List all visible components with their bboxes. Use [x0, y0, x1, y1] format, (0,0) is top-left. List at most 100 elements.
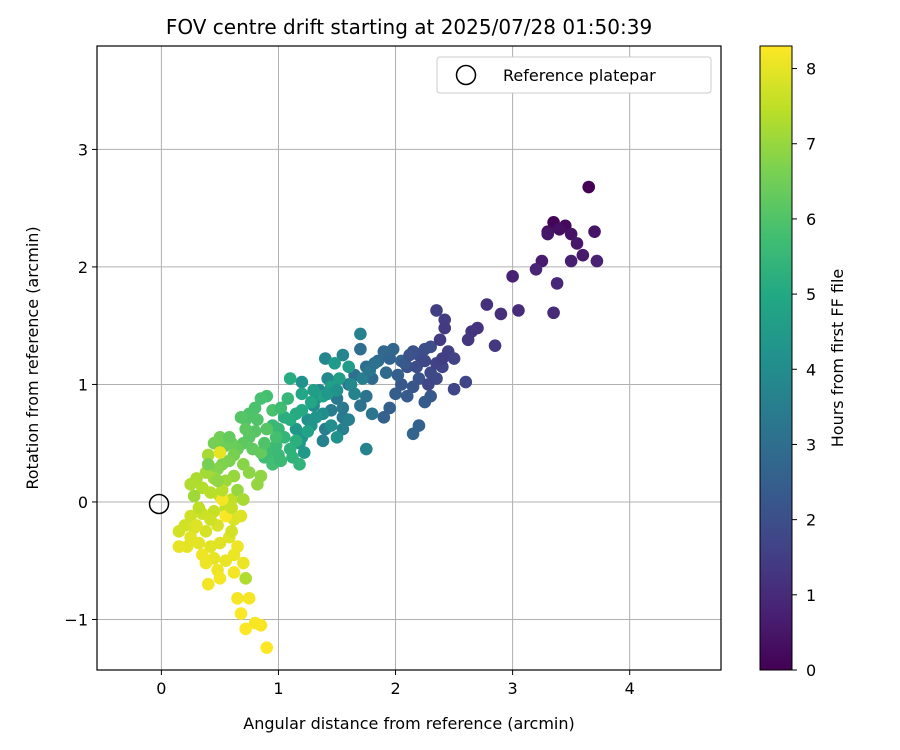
- data-point: [389, 387, 402, 401]
- data-point: [447, 352, 461, 365]
- data-point: [400, 389, 414, 403]
- data-point: [461, 333, 475, 347]
- data-point: [231, 540, 244, 553]
- data-point: [283, 372, 297, 385]
- x-tick-label: 3: [508, 679, 518, 698]
- data-point: [564, 227, 578, 241]
- data-point: [359, 389, 373, 403]
- x-tick-label: 2: [390, 679, 400, 698]
- legend: Reference platepar: [436, 56, 712, 94]
- data-point: [204, 540, 217, 553]
- colorbar: 0 1 2 3 4 5 6 7 8 Hours from first FF file: [759, 45, 847, 680]
- legend-marker: [455, 64, 477, 86]
- data-point: [336, 401, 350, 415]
- data-point: [348, 387, 361, 401]
- data-point: [239, 622, 252, 636]
- data-point: [342, 413, 356, 426]
- axis-ticks: 0 1 2 3 4 −1 0 1 2 3: [64, 140, 634, 698]
- colorbar-tick-label: 8: [806, 60, 816, 79]
- data-point: [234, 607, 248, 620]
- data-point: [418, 354, 432, 368]
- data-point: [199, 525, 213, 538]
- data-point: [354, 399, 367, 412]
- data-point: [576, 248, 590, 262]
- data-point: [289, 422, 303, 436]
- data-point: [239, 422, 252, 436]
- data-point: [215, 483, 229, 497]
- data-point: [324, 419, 338, 432]
- data-point: [447, 382, 461, 396]
- data-point: [342, 360, 356, 374]
- colorbar-tick-label: 3: [806, 435, 816, 454]
- data-point: [564, 254, 578, 268]
- data-point: [547, 306, 560, 320]
- y-axis-label: Rotation from reference (arcmin): [23, 226, 42, 489]
- data-point: [190, 519, 203, 532]
- data-point: [318, 352, 332, 365]
- data-point: [330, 431, 344, 444]
- colorbar-gradient: [759, 45, 793, 671]
- data-point: [406, 380, 420, 394]
- data-point: [222, 431, 236, 444]
- data-point: [204, 513, 217, 526]
- data-point: [328, 356, 341, 370]
- data-point: [541, 227, 555, 241]
- data-point: [529, 262, 543, 276]
- data-point: [330, 384, 344, 397]
- data-point: [231, 483, 244, 497]
- data-point: [459, 375, 473, 389]
- data-point: [213, 446, 227, 459]
- data-point: [260, 641, 274, 654]
- data-point: [201, 448, 215, 462]
- reference-marker: [148, 493, 170, 515]
- data-point: [430, 304, 443, 317]
- data-point: [251, 413, 264, 426]
- y-tick-label: 1: [78, 375, 88, 394]
- data-point: [242, 592, 256, 605]
- data-point: [438, 313, 452, 327]
- data-point: [356, 372, 370, 385]
- data-point: [225, 501, 238, 515]
- data-point: [225, 525, 238, 538]
- data-point: [234, 509, 248, 523]
- data-point: [307, 384, 320, 397]
- data-point: [172, 525, 186, 538]
- data-point: [333, 372, 346, 385]
- data-point: [184, 530, 197, 544]
- data-point: [211, 474, 224, 488]
- data-point: [383, 352, 396, 365]
- data-point: [590, 254, 604, 268]
- data-point: [234, 411, 248, 424]
- data-point: [359, 442, 373, 456]
- data-point: [187, 489, 201, 503]
- data-point: [201, 458, 215, 471]
- data-point: [295, 375, 309, 389]
- data-point: [196, 548, 209, 562]
- data-point: [422, 378, 435, 391]
- plot-frame: [96, 45, 722, 671]
- colorbar-tick-label: 5: [806, 285, 816, 304]
- data-points: [172, 180, 604, 654]
- data-point: [269, 431, 283, 444]
- data-point: [213, 572, 227, 585]
- y-tick-label: 0: [78, 493, 88, 512]
- colorbar-tick-label: 7: [806, 135, 816, 154]
- data-point: [354, 342, 367, 356]
- data-point: [301, 425, 315, 438]
- data-point: [494, 307, 508, 321]
- data-point: [237, 556, 250, 570]
- colorbar-tick-label: 4: [806, 360, 816, 379]
- data-point: [184, 509, 197, 523]
- data-point: [488, 339, 502, 352]
- data-point: [207, 436, 221, 450]
- data-point: [237, 493, 250, 506]
- data-point: [582, 180, 596, 194]
- data-point: [377, 411, 391, 424]
- x-tick-label: 1: [273, 679, 283, 698]
- data-point: [506, 270, 519, 283]
- data-point: [227, 566, 241, 579]
- data-point: [304, 395, 318, 409]
- y-tick-label: −1: [64, 610, 88, 629]
- x-tick-label: 4: [625, 679, 635, 698]
